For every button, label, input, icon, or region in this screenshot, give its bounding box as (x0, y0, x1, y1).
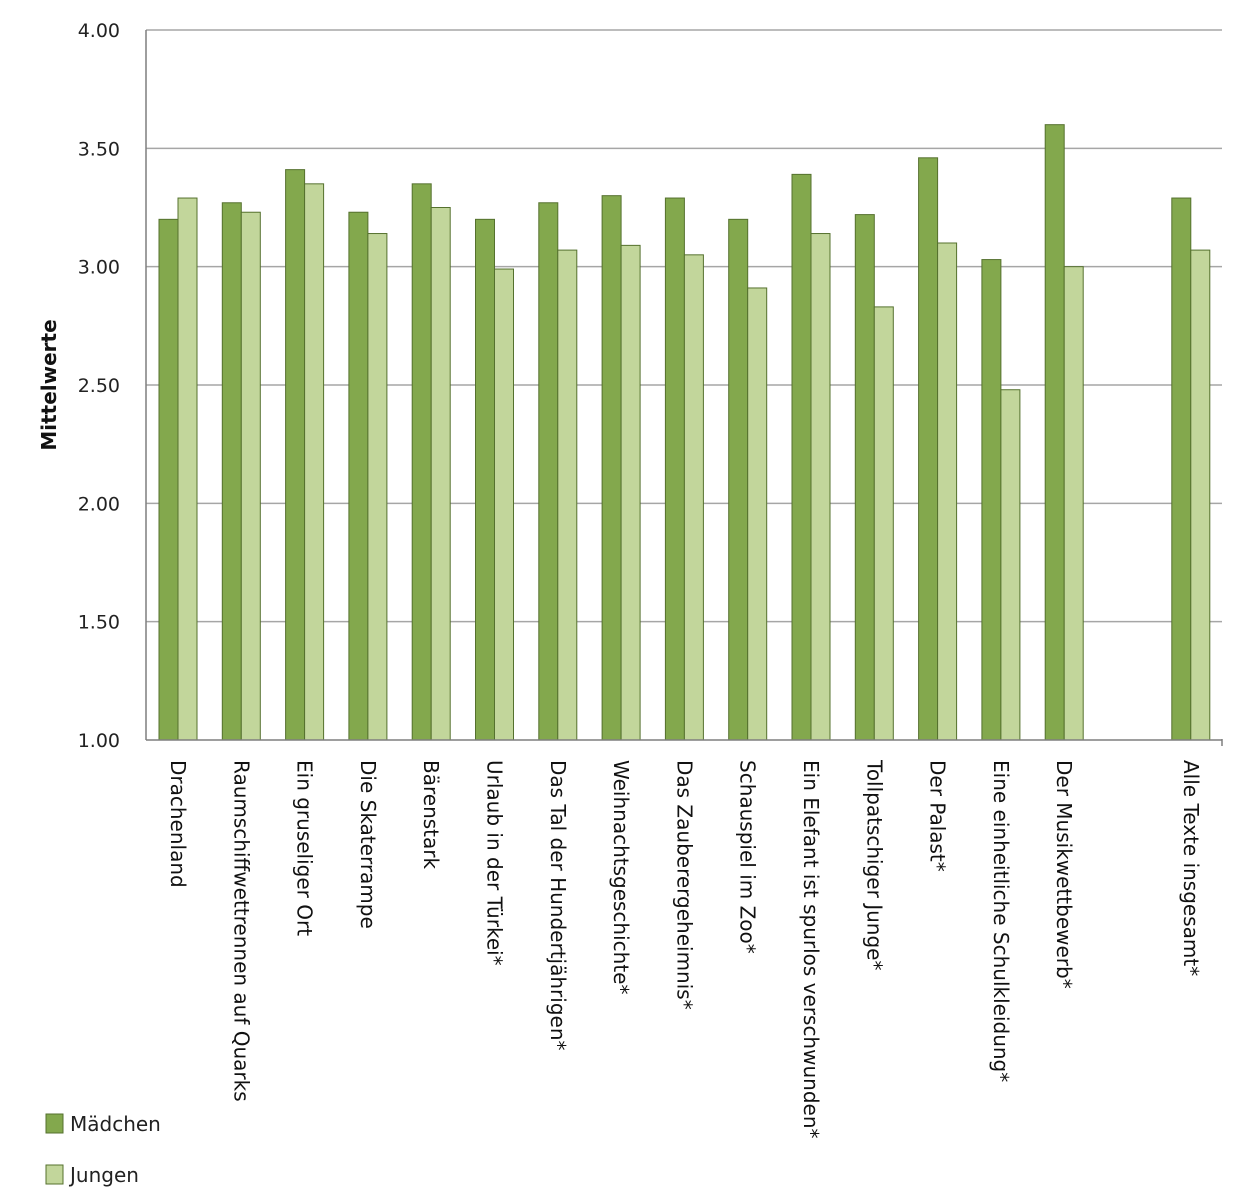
bar-maedchen (728, 218, 749, 741)
bar-maedchen (158, 218, 179, 741)
bar-jungen (557, 249, 578, 741)
bar-maedchen (538, 202, 559, 741)
category-label: Schauspiel im Zoo* (736, 760, 760, 954)
bar-maedchen (854, 214, 875, 741)
y-tick-label: 3.00 (78, 257, 120, 279)
category-label: Das Tal der Hundertjährigen* (546, 760, 570, 1051)
category-label: Der Palast* (926, 760, 950, 872)
y-tick-label: 4.00 (78, 20, 120, 42)
bar-jungen (810, 233, 831, 741)
y-axis-title: Mittelwerte (37, 319, 61, 450)
bar-maedchen (601, 195, 622, 741)
bar-maedchen (285, 169, 306, 741)
bar-maedchen (411, 183, 432, 741)
bar-maedchen (664, 197, 685, 741)
bar-maedchen (348, 211, 369, 741)
category-label: Ein Elefant ist spurlos verschwunden* (799, 760, 823, 1139)
bar-jungen (873, 306, 894, 741)
y-tick-label: 3.50 (78, 138, 120, 160)
bar-jungen (747, 287, 768, 741)
y-tick-label: 1.50 (78, 612, 120, 634)
bar-jungen (367, 233, 388, 741)
y-tick-label: 2.50 (78, 375, 120, 397)
category-label: Drachenland (166, 760, 190, 888)
bar-jungen (177, 197, 198, 741)
category-label: Das Zauberergeheimnis* (672, 760, 696, 1010)
category-label: Alle Texte insgesamt* (1179, 760, 1203, 976)
category-label: Die Skaterrampe (356, 760, 380, 929)
bar-maedchen (791, 173, 812, 741)
legend-label-maedchen: Mädchen (70, 1112, 161, 1136)
category-label: Eine einheitliche Schulkleidung* (989, 760, 1013, 1082)
axes (145, 30, 1223, 746)
bar-jungen (937, 242, 958, 741)
legend-swatch-maedchen (45, 1113, 64, 1134)
y-tick-label: 2.00 (78, 493, 120, 515)
bar-jungen (1190, 249, 1211, 741)
bar-maedchen (918, 157, 939, 741)
bar-maedchen (475, 218, 495, 741)
category-labels: Drachenland Raumschiffwettrennen auf Quar… (166, 759, 1203, 1139)
category-label: Weihnachtsgeschichte* (609, 760, 633, 994)
legend: Mädchen Jungen (45, 1112, 161, 1187)
bar-jungen (1000, 389, 1021, 741)
bar-jungen (430, 207, 451, 741)
bar-maedchen (981, 259, 1002, 741)
category-label: Raumschiffwettrennen auf Quarks (229, 760, 253, 1102)
bar-jungen (494, 268, 514, 741)
bar-maedchen (221, 202, 242, 741)
bar-jungen (304, 183, 325, 741)
bars (158, 124, 1211, 741)
y-tick-label: 1.00 (78, 730, 120, 752)
bar-jungen (683, 254, 704, 741)
category-label: Tollpatschiger Junge* (862, 759, 886, 970)
bar-jungen (1063, 266, 1084, 741)
category-label: Urlaub in der Türkei* (483, 760, 507, 966)
y-axis-ticks: 1.00 1.50 2.00 2.50 3.00 3.50 4.00 (78, 20, 120, 752)
legend-label-jungen: Jungen (68, 1163, 139, 1187)
category-label: Ein gruseliger Ort (293, 760, 317, 936)
bar-jungen (620, 244, 641, 741)
category-label: Bärenstark (419, 760, 443, 869)
category-label: Der Musikwettbewerb* (1052, 760, 1076, 989)
legend-swatch-jungen (45, 1164, 64, 1185)
bar-maedchen (1044, 124, 1065, 741)
bar-jungen (240, 211, 261, 741)
bar-maedchen (1171, 197, 1192, 741)
